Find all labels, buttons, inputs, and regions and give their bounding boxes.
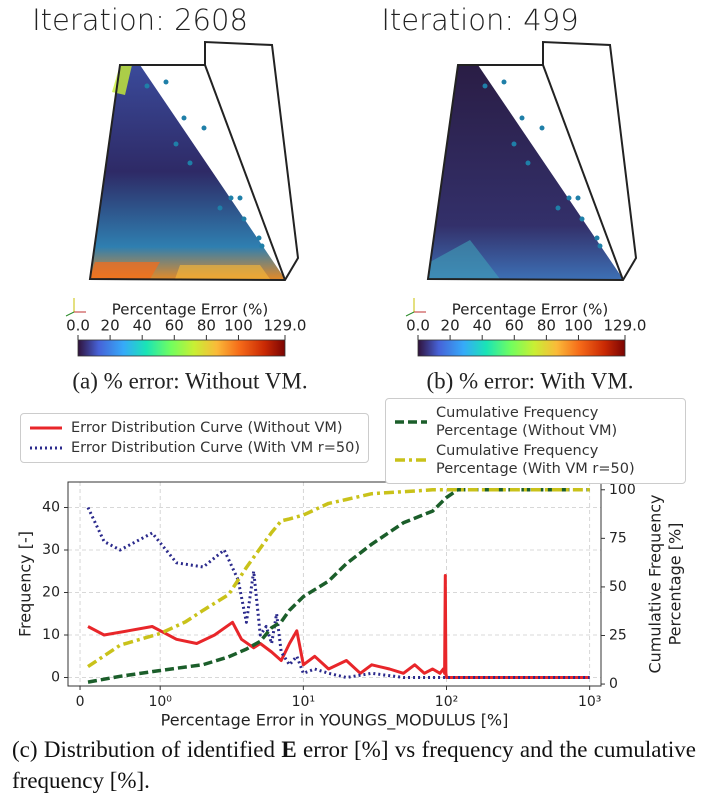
x-axis-label: Percentage Error in YOUNGS_MODULUS [%] — [161, 711, 509, 731]
colorbar-tick-label: 40 — [133, 317, 152, 335]
panel-caption: (a) % error: Without VM. — [72, 368, 307, 393]
y-tick-label: 0 — [51, 670, 60, 686]
caption-text: error [%] vs frequency and the cumulativ… — [12, 737, 696, 793]
y-tick-label: 10 — [42, 627, 60, 643]
colorbar-tick-label: 80 — [537, 317, 556, 335]
legend-swatch — [395, 458, 427, 462]
y2-axis-label: Cumulative Frequency — [646, 494, 665, 673]
legend-entry: Error Distribution Curve (With VM r=50) — [29, 439, 360, 457]
axis-triad — [65, 298, 86, 317]
series-line — [87, 488, 590, 684]
legend-entry: Error Distribution Curve (Without VM) — [29, 419, 360, 437]
y2-tick-label: 25 — [609, 627, 627, 643]
colorbar-tick-label: 100 — [224, 317, 253, 335]
x-tick-label: 10⁰ — [148, 694, 172, 710]
y-tick-label: 20 — [42, 585, 60, 601]
caption-bold: E — [281, 737, 297, 762]
legend-label: Cumulative Frequency Percentage (With VM… — [436, 443, 635, 477]
legend-label: Error Distribution Curve (With VM r=50) — [71, 440, 360, 456]
y2-tick-label: 0 — [609, 676, 618, 692]
colorbar-tick-label: 0.0 — [406, 317, 430, 335]
caption-text: (c) Distribution of identified — [12, 737, 282, 762]
panel-caption: (b) % error: With VM. — [426, 368, 633, 393]
y-tick-label: 30 — [42, 542, 60, 558]
colorbar-tick-label: 80 — [197, 317, 216, 335]
legend: Error Distribution Curve (Without VM) Err… — [20, 413, 369, 463]
x-tick-label: 10¹ — [292, 694, 315, 710]
mesh-b — [426, 40, 638, 282]
series-line — [86, 506, 590, 679]
x-tick-label: 10² — [435, 694, 458, 710]
colorbar-tick-label: 129.0 — [264, 317, 307, 335]
series-line — [87, 488, 590, 669]
legend-swatch — [30, 446, 62, 450]
y-axis-label: Frequency [-] — [16, 531, 35, 637]
caption: (c) Distribution of identified E error [… — [12, 734, 696, 796]
legend-entry: Cumulative Frequency Percentage (With VM… — [394, 442, 677, 478]
x-tick-label: 0 — [76, 694, 85, 710]
legend-label: Cumulative Frequency Percentage (Without… — [436, 405, 618, 439]
legend: Cumulative Frequency Percentage (Without… — [385, 398, 686, 484]
colorbar-tick-label: 100 — [564, 317, 593, 335]
y2-tick-label: 50 — [609, 579, 627, 595]
series-line — [87, 574, 590, 679]
colorbar — [77, 339, 286, 357]
legend-swatch — [395, 420, 427, 424]
colorbar-tick-label: 40 — [473, 317, 492, 335]
y2-axis-label: Percentage [%] — [666, 523, 685, 646]
y2-tick-label: 75 — [609, 530, 627, 546]
colorbar-label: Percentage Error (%) — [452, 301, 608, 319]
y2-tick-label: 100 — [609, 482, 636, 498]
panels: Iteration: 2608 Percentage Error (%) 0.0 20… — [32, 3, 646, 393]
legend-entry: Cumulative Frequency Percentage (Without… — [394, 404, 677, 440]
colorbar-label: Percentage Error (%) — [112, 301, 268, 319]
panel-title: Iteration: 499 — [381, 3, 578, 37]
legend-swatch — [30, 426, 62, 430]
mesh-a — [88, 40, 300, 282]
chart: 0 10⁰ 10¹ 10² 10³ 0 10 20 30 40 0 25 50 75 100 Percenta… — [16, 481, 685, 731]
plot-frame — [67, 481, 602, 687]
colorbar-tick-label: 129.0 — [604, 317, 647, 335]
colorbar — [417, 339, 626, 357]
x-tick-label: 10³ — [578, 694, 601, 710]
sensor-dots — [144, 79, 603, 249]
legend-label: Error Distribution Curve (Without VM) — [71, 420, 343, 436]
y-tick-label: 40 — [42, 500, 60, 516]
colorbar-tick-label: 20 — [441, 317, 460, 335]
axis-triad — [405, 298, 426, 317]
colorbar-tick-label: 60 — [505, 317, 524, 335]
colorbar-tick-label: 0.0 — [66, 317, 90, 335]
colorbar-tick-label: 60 — [165, 317, 184, 335]
colorbar-tick-label: 20 — [101, 317, 120, 335]
panel-title: Iteration: 2608 — [32, 3, 248, 37]
